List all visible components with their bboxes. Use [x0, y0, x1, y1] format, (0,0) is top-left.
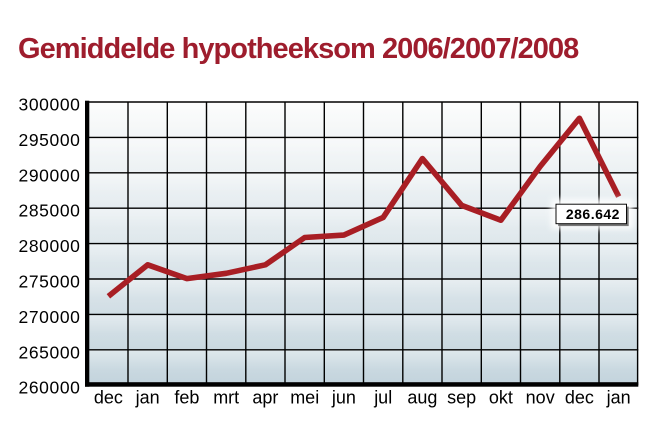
svg-text:mei: mei — [290, 388, 319, 408]
svg-text:295000: 295000 — [19, 130, 81, 150]
svg-text:jan: jan — [135, 388, 160, 408]
svg-text:aug: aug — [407, 388, 437, 408]
svg-text:286.642: 286.642 — [566, 206, 620, 222]
svg-text:sep: sep — [447, 388, 476, 408]
svg-text:270000: 270000 — [19, 307, 81, 327]
svg-text:dec: dec — [94, 388, 123, 408]
svg-text:280000: 280000 — [19, 236, 81, 256]
svg-text:mrt: mrt — [213, 388, 239, 408]
svg-text:jan: jan — [606, 388, 631, 408]
svg-text:290000: 290000 — [19, 165, 81, 185]
svg-text:apr: apr — [252, 388, 278, 408]
svg-text:260000: 260000 — [19, 378, 81, 398]
svg-text:dec: dec — [565, 388, 594, 408]
svg-text:300000: 300000 — [19, 95, 81, 115]
svg-text:275000: 275000 — [19, 272, 81, 292]
svg-text:feb: feb — [174, 388, 199, 408]
svg-text:jun: jun — [331, 388, 356, 408]
svg-text:285000: 285000 — [19, 201, 81, 221]
svg-text:jul: jul — [373, 388, 392, 408]
svg-text:okt: okt — [489, 388, 513, 408]
svg-text:nov: nov — [526, 388, 555, 408]
svg-text:265000: 265000 — [19, 342, 81, 362]
